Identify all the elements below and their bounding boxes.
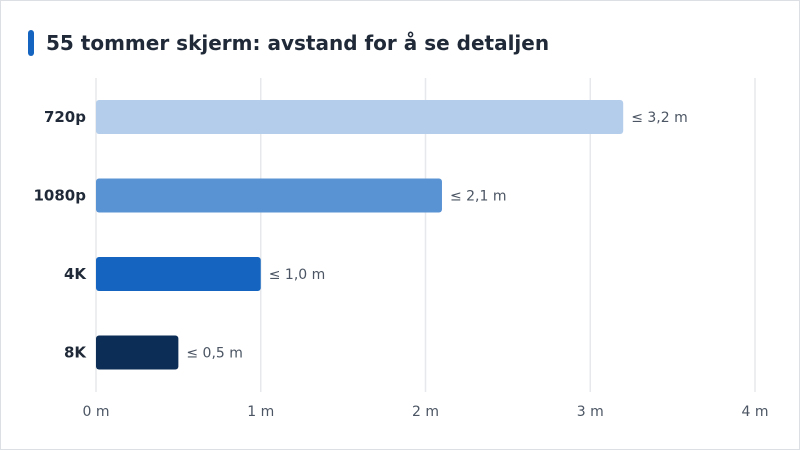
category-label: 4K <box>64 265 87 283</box>
data-label: ≤ 2,1 m <box>450 189 507 205</box>
x-tick-label: 0 m <box>83 404 110 420</box>
bar <box>96 257 261 291</box>
title-accent-bar <box>28 30 34 56</box>
category-label: 1080p <box>34 187 87 205</box>
bar <box>96 335 179 370</box>
data-label: ≤ 3,2 m <box>631 110 688 126</box>
bar <box>96 178 442 213</box>
category-label: 8K <box>64 344 87 362</box>
x-tick-label: 2 m <box>412 404 439 420</box>
x-tick-label: 4 m <box>742 404 769 420</box>
chart-title: 55 tommer skjerm: avstand for å se detal… <box>46 31 550 55</box>
data-label: ≤ 1,0 m <box>269 267 326 283</box>
data-label: ≤ 0,5 m <box>186 346 243 362</box>
x-tick-label: 3 m <box>577 404 604 420</box>
x-tick-label: 1 m <box>247 404 274 420</box>
bar <box>96 100 624 134</box>
category-label: 720p <box>44 108 86 126</box>
